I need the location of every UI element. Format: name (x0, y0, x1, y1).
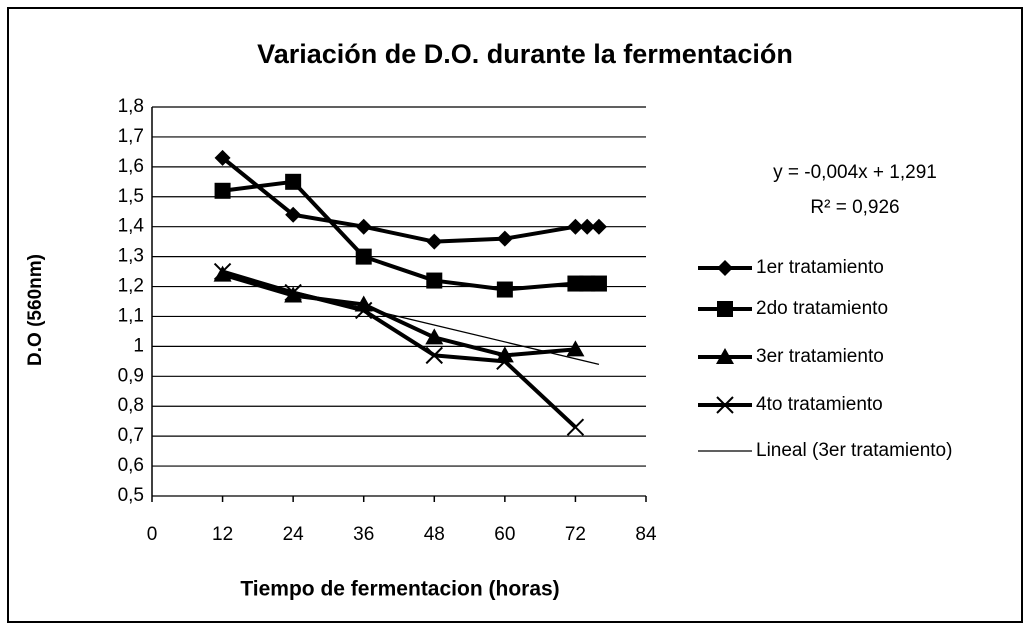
marker-diamond (717, 260, 733, 276)
legend-label: 1er tratamiento (756, 257, 884, 278)
y-tick-label: 1 (133, 335, 144, 356)
marker-diamond (285, 206, 302, 223)
y-tick-label: 1,7 (118, 126, 144, 147)
marker-diamond (590, 218, 607, 235)
y-axis-label: D.O (560nm) (25, 254, 46, 366)
series-line (222, 272, 576, 358)
marker-x (425, 346, 443, 365)
marker-x (284, 283, 302, 302)
marker-diamond (567, 218, 584, 235)
legend-label: Lineal (3er tratamiento) (756, 440, 952, 461)
x-tick-label: 24 (283, 524, 305, 545)
marker-x (496, 352, 514, 371)
y-tick-label: 1,5 (118, 186, 144, 207)
y-tick-label: 1,2 (118, 276, 144, 297)
marker-x (716, 396, 734, 414)
x-tick-label: 36 (353, 524, 374, 545)
y-tick-label: 1,3 (118, 246, 144, 267)
x-tick-label: 0 (147, 524, 158, 545)
x-tick-label: 48 (424, 524, 445, 545)
marker-square (717, 301, 733, 317)
y-tick-label: 0,8 (118, 395, 144, 416)
marker-diamond (355, 218, 372, 235)
y-tick-label: 0,5 (118, 485, 144, 506)
marker-square (214, 182, 231, 199)
y-tick-label: 1,6 (118, 156, 144, 177)
x-tick-label: 84 (635, 524, 657, 545)
marker-x (566, 418, 585, 436)
x-tick-label: 72 (565, 524, 586, 545)
legend-label: 4to tratamiento (756, 394, 883, 415)
y-tick-label: 1,4 (118, 216, 145, 237)
marker-square (426, 272, 443, 289)
legend-label: 2do tratamiento (756, 298, 888, 319)
marker-x (355, 301, 373, 320)
marker-triangle (495, 346, 514, 363)
y-tick-label: 0,6 (118, 455, 144, 476)
x-tick-label: 12 (212, 524, 233, 545)
marker-triangle (716, 348, 734, 364)
trend-line (222, 273, 600, 365)
chart-title: Variación de D.O. durante la fermentació… (257, 39, 793, 69)
marker-diamond (496, 230, 513, 247)
trend-equation: y = -0,004x + 1,291 (773, 162, 937, 183)
trend-r2: R² = 0,926 (810, 197, 899, 218)
marker-x (213, 262, 232, 281)
x-tick-label: 60 (494, 524, 515, 545)
y-tick-label: 1,8 (118, 96, 144, 117)
y-tick-label: 0,9 (118, 365, 144, 386)
marker-triangle (425, 328, 444, 345)
y-tick-label: 1,1 (118, 305, 144, 326)
marker-diamond (214, 149, 231, 166)
x-axis-label: Tiempo de fermentacion (horas) (240, 578, 559, 601)
marker-diamond (426, 233, 443, 250)
chart-border (7, 7, 1023, 623)
marker-square (590, 275, 607, 292)
marker-square (355, 248, 372, 265)
legend-label: 3er tratamiento (756, 346, 884, 367)
marker-triangle (566, 340, 585, 357)
marker-square (496, 281, 513, 298)
marker-diamond (579, 218, 596, 235)
y-tick-label: 0,7 (118, 425, 144, 446)
marker-square (285, 173, 302, 190)
